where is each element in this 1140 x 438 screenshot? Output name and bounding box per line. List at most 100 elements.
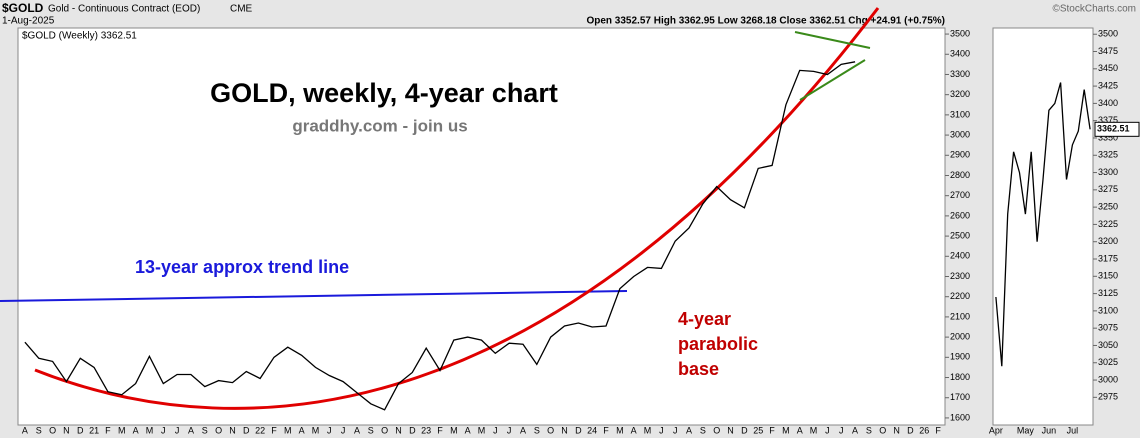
x-tick-label: M [644, 425, 652, 435]
y-tick-label: 3350 [1098, 132, 1118, 142]
annotation-title: GOLD, weekly, 4-year chart [210, 78, 558, 108]
x-tick-label: A [354, 425, 360, 435]
x-tick-label: A [299, 425, 305, 435]
annotation-subtitle: graddhy.com - join us [292, 116, 467, 135]
y-tick-label: 3000 [950, 129, 970, 139]
x-tick-label: J [341, 425, 346, 435]
y-tick-label: 3200 [1098, 236, 1118, 246]
x-tick-label: N [229, 425, 236, 435]
y-tick-label: 3475 [1098, 46, 1118, 56]
x-tick-label: N [893, 425, 900, 435]
x-tick-label: M [450, 425, 458, 435]
y-tick-label: 3450 [1098, 63, 1118, 73]
y-tick-label: 3150 [1098, 271, 1118, 281]
y-tick-label: 2975 [1098, 392, 1118, 402]
y-tick-label: 2300 [950, 271, 970, 281]
x-tick-label: Apr [989, 425, 1003, 435]
x-tick-label: Jun [1042, 425, 1057, 435]
x-tick-label: D [575, 425, 582, 435]
x-tick-label: N [63, 425, 70, 435]
x-tick-label: S [36, 425, 42, 435]
exchange: CME [230, 4, 253, 15]
y-tick-label: 2200 [950, 291, 970, 301]
x-tick-label: M [616, 425, 624, 435]
parabola [34, 7, 880, 410]
x-tick-label: F [437, 425, 443, 435]
x-tick-label: M [782, 425, 790, 435]
x-tick-label: A [852, 425, 858, 435]
annotation-trend: 13-year approx trend line [135, 257, 349, 277]
x-tick-label: M [312, 425, 320, 435]
x-tick-label: D [907, 425, 914, 435]
y-tick-label: 3500 [950, 28, 970, 38]
x-tick-label: S [700, 425, 706, 435]
y-tick-label: 2000 [950, 331, 970, 341]
trend-line [0, 290, 628, 302]
date: 1-Aug-2025 [2, 16, 55, 27]
y-tick-label: 3025 [1098, 357, 1118, 367]
y-tick-label: 3250 [1098, 202, 1118, 212]
x-tick-label: M [146, 425, 154, 435]
y-tick-label: 2100 [950, 311, 970, 321]
y-tick-label: 3000 [1098, 374, 1118, 384]
side-panel [992, 27, 1094, 426]
annotation-base: 4-year [678, 309, 731, 329]
x-tick-label: D [77, 425, 84, 435]
x-tick-label: S [534, 425, 540, 435]
x-tick-label: M [478, 425, 486, 435]
y-tick-label: 2600 [950, 210, 970, 220]
x-tick-label: J [839, 425, 844, 435]
x-tick-label: J [327, 425, 332, 435]
x-tick-label: S [368, 425, 374, 435]
x-tick-label: O [215, 425, 222, 435]
x-tick-label: 25 [753, 425, 763, 435]
y-tick-label: 2900 [950, 150, 970, 160]
x-tick-label: A [465, 425, 471, 435]
y-tick-label: 2700 [950, 190, 970, 200]
y-tick-label: 3225 [1098, 219, 1118, 229]
y-tick-label: 3400 [950, 49, 970, 59]
x-tick-label: N [395, 425, 402, 435]
y-tick-label: 3325 [1098, 150, 1118, 160]
x-tick-label: O [713, 425, 720, 435]
y-tick-label: 2800 [950, 170, 970, 180]
y-tick-label: 3300 [950, 69, 970, 79]
y-tick-label: 3425 [1098, 80, 1118, 90]
y-tick-label: 1600 [950, 412, 970, 422]
price-line [24, 61, 856, 411]
instrument-name: Gold - Continuous Contract (EOD) [48, 4, 200, 15]
symbol: $GOLD [2, 1, 44, 15]
x-tick-label: M [284, 425, 292, 435]
legend: $GOLD (Weekly) 3362.51 [22, 31, 137, 42]
source: ©StockCharts.com [1052, 4, 1136, 15]
x-tick-label: A [22, 425, 28, 435]
y-tick-label: 3500 [1098, 29, 1118, 39]
x-tick-label: F [935, 425, 941, 435]
x-tick-label: O [49, 425, 56, 435]
y-tick-label: 3050 [1098, 340, 1118, 350]
last-value-box [1094, 121, 1140, 137]
y-tick-label: 3100 [1098, 305, 1118, 315]
triangle-line [794, 31, 871, 49]
x-tick-label: J [175, 425, 180, 435]
x-tick-label: M [118, 425, 126, 435]
x-tick-label: J [659, 425, 664, 435]
x-tick-label: J [507, 425, 512, 435]
x-tick-label: May [1017, 425, 1035, 435]
ohlc: Open 3352.57 High 3362.95 Low 3268.18 Cl… [586, 16, 945, 27]
x-tick-label: F [603, 425, 609, 435]
y-tick-label: 2500 [950, 230, 970, 240]
y-tick-label: 1800 [950, 372, 970, 382]
x-tick-label: A [133, 425, 139, 435]
annotation-base: parabolic [678, 334, 758, 354]
x-tick-label: S [202, 425, 208, 435]
y-tick-label: 3125 [1098, 288, 1118, 298]
x-tick-label: O [879, 425, 886, 435]
x-tick-label: A [686, 425, 692, 435]
x-tick-label: D [741, 425, 748, 435]
annotation-base: base [678, 359, 719, 379]
x-tick-label: J [825, 425, 830, 435]
x-tick-label: Jul [1067, 425, 1079, 435]
x-tick-label: S [866, 425, 872, 435]
